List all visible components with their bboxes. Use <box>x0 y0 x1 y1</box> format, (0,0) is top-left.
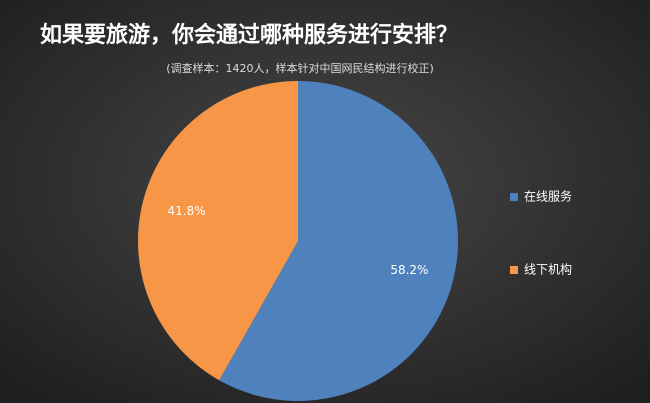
data-label: 58.2% <box>390 263 428 277</box>
pie-slice <box>219 81 458 401</box>
legend-label: 在线服务 <box>524 189 572 204</box>
chart-title: 如果要旅游，你会通过哪种服务进行安排？ <box>40 22 458 48</box>
chart-subtitle: (调查样本：1420人，样本针对中国网民结构进行校正) <box>166 61 434 75</box>
legend-swatch <box>510 193 518 201</box>
data-label: 41.8% <box>168 204 206 218</box>
legend-label: 线下机构 <box>524 262 572 277</box>
legend-swatch <box>510 266 518 274</box>
pie-slice <box>137 81 298 381</box>
